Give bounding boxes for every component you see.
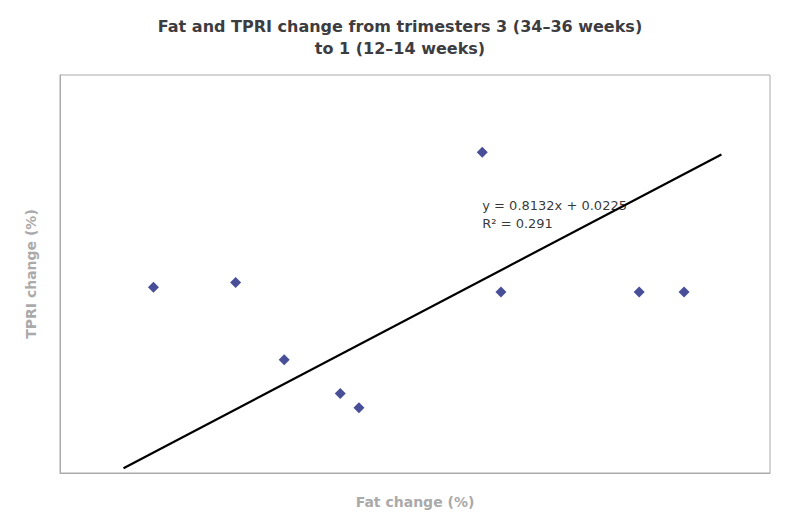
svg-text:to 1 (12–14 weeks): to 1 (12–14 weeks) xyxy=(315,39,485,58)
svg-text:y = 0.8132x + 0.0225: y = 0.8132x + 0.0225 xyxy=(482,198,627,213)
svg-text:TPRI change (%): TPRI change (%) xyxy=(23,209,39,339)
svg-text:R² = 0.291: R² = 0.291 xyxy=(482,216,553,231)
svg-text:Fat change (%): Fat change (%) xyxy=(356,494,475,510)
svg-text:Fat and TPRI change from trime: Fat and TPRI change from trimesters 3 (3… xyxy=(158,17,642,36)
